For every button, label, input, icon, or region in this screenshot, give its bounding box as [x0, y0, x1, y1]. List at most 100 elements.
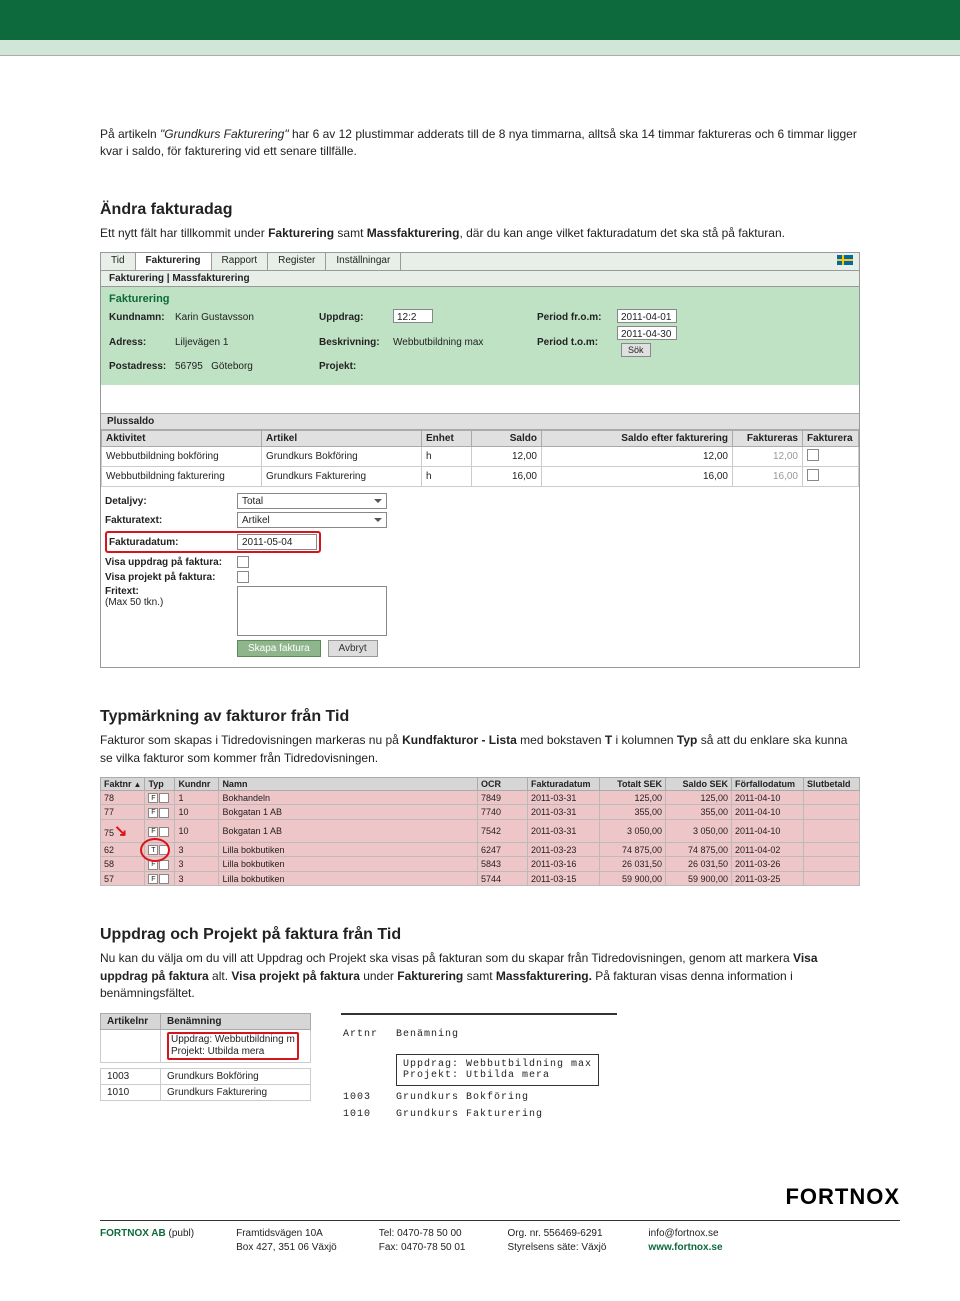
art-left-panel: Artikelnr Benämning Uppdrag: Webbutbildn…: [100, 1013, 311, 1124]
tab-register[interactable]: Register: [268, 253, 326, 270]
col-ocr[interactable]: OCR: [478, 777, 528, 790]
flag-icon[interactable]: [831, 253, 859, 270]
main-tabs: Tid Fakturering Rapport Register Inställ…: [101, 253, 859, 271]
cell: 2011-03-31: [528, 819, 600, 842]
cell: 16,00: [733, 467, 803, 487]
pl-col-artikel: Artikel: [262, 431, 422, 447]
footer-col-company: FORTNOX AB (publ): [100, 1227, 194, 1255]
table-row: Uppdrag: Webbutbildning mProjekt: Utbild…: [101, 1029, 311, 1062]
lab-fakturatext: Fakturatext:: [105, 515, 233, 526]
intro-paragraph: På artikeln "Grundkurs Fakturering" har …: [100, 126, 860, 161]
cell: 7849: [478, 790, 528, 805]
cell: 12,00: [472, 447, 542, 467]
col-slutbetald[interactable]: Slutbetald: [804, 777, 860, 790]
fakturatext-select[interactable]: Artikel: [237, 512, 387, 528]
cell: 355,00: [666, 805, 732, 820]
lab-fakturadatum: Fakturadatum:: [109, 537, 233, 548]
cell: 12,00: [733, 447, 803, 467]
tab-tid[interactable]: Tid: [101, 253, 136, 270]
cell: 3: [175, 871, 219, 886]
lab-visa-uppdrag: Visa uppdrag på faktura:: [105, 557, 233, 568]
lab-detaljvy: Detaljvy:: [105, 496, 233, 507]
val-period-from[interactable]: 2011-04-01: [617, 309, 677, 323]
section2-para: Fakturor som skapas i Tidredovisningen m…: [100, 732, 860, 767]
table-row[interactable]: 62T3Lilla bokbutiken62472011-03-2374 875…: [101, 842, 860, 857]
col-fakturadatum[interactable]: Fakturadatum: [528, 777, 600, 790]
cell: 74 875,00: [666, 842, 732, 857]
cell: Lilla bokbutiken: [219, 857, 478, 872]
artr-col-ben: Benämning: [396, 1025, 615, 1050]
chevron-down-icon: [374, 518, 382, 522]
chevron-down-icon: [374, 499, 382, 503]
tab-rapport[interactable]: Rapport: [212, 253, 269, 270]
col-namn[interactable]: Namn: [219, 777, 478, 790]
cell: 2011-04-10: [732, 790, 804, 805]
table-row[interactable]: 57F3Lilla bokbutiken57442011-03-1559 900…: [101, 871, 860, 886]
avbryt-button[interactable]: Avbryt: [328, 640, 378, 657]
row-checkbox[interactable]: [807, 469, 819, 481]
val-kundnamn: Karin Gustavsson: [175, 310, 313, 326]
cell: Bokgatan 1 AB: [219, 805, 478, 820]
cell: 5843: [478, 857, 528, 872]
table-row[interactable]: 58F3Lilla bokbutiken58432011-03-1626 031…: [101, 857, 860, 872]
val-period-to[interactable]: 2011-04-30: [617, 326, 677, 340]
cell: 7542: [478, 819, 528, 842]
detaljvy-select[interactable]: Total: [237, 493, 387, 509]
col-kundnr[interactable]: Kundnr: [175, 777, 219, 790]
artl-col-ben: Benämning: [161, 1013, 311, 1029]
col-typ[interactable]: Typ: [145, 777, 175, 790]
intro-prefix: På artikeln: [100, 127, 160, 141]
pl-col-efter: Saldo efter fakturering: [542, 431, 733, 447]
tab-fakturering[interactable]: Fakturering: [136, 253, 212, 270]
cell: 26 031,50: [666, 857, 732, 872]
sub-tabs: Fakturering | Massfakturering: [101, 271, 859, 287]
cell-typ: T: [145, 842, 175, 857]
lab-period-from: Period fr.o.m:: [537, 310, 611, 326]
fritext-textarea[interactable]: [237, 586, 387, 636]
col-saldo[interactable]: Saldo SEK: [666, 777, 732, 790]
sok-button[interactable]: Sök: [621, 343, 651, 357]
cell: 59 900,00: [600, 871, 666, 886]
banner-light: [0, 40, 960, 56]
table-row[interactable]: 77F10Bokgatan 1 AB77402011-03-31355,0035…: [101, 805, 860, 820]
cell: 77: [101, 805, 145, 820]
val-uppdrag[interactable]: 12:2: [393, 309, 433, 323]
val-beskrivning: Webbutbildning max: [393, 335, 531, 351]
cell: Webbutbildning fakturering: [102, 467, 262, 487]
pl-col-enhet: Enhet: [422, 431, 472, 447]
table-row[interactable]: 78F1Bokhandeln78492011-03-31125,00125,00…: [101, 790, 860, 805]
section3-para: Nu kan du välja om du vill att Uppdrag o…: [100, 950, 860, 1002]
cell: 2011-03-23: [528, 842, 600, 857]
cell: 12,00: [542, 447, 733, 467]
section1-title: Ändra fakturadag: [100, 201, 860, 219]
pl-col-fakturera: Fakturera: [803, 431, 859, 447]
skapa-faktura-button[interactable]: Skapa faktura: [237, 640, 321, 657]
s1-b1: Fakturering: [268, 226, 334, 240]
fakturadatum-input[interactable]: 2011-05-04: [237, 534, 317, 550]
visa-projekt-checkbox[interactable]: [237, 571, 249, 583]
cell: h: [422, 447, 472, 467]
fortnox-logo: FORTNOX: [785, 1184, 900, 1209]
cell: [804, 819, 860, 842]
table-row[interactable]: 75↘F10Bokgatan 1 AB75422011-03-313 050,0…: [101, 819, 860, 842]
visa-uppdrag-checkbox[interactable]: [237, 556, 249, 568]
col-faktnr[interactable]: Faktnr▲: [101, 777, 145, 790]
s1-b2: Massfakturering: [367, 226, 460, 240]
cell: 2011-04-02: [732, 842, 804, 857]
subtabs-text[interactable]: Fakturering | Massfakturering: [109, 273, 250, 284]
cell: 2011-03-31: [528, 790, 600, 805]
col-forfallo[interactable]: Förfallodatum: [732, 777, 804, 790]
section3-title: Uppdrag och Projekt på faktura från Tid: [100, 926, 860, 944]
cell: [804, 842, 860, 857]
cell: 2011-03-31: [528, 805, 600, 820]
invoice-list-table: Faktnr▲ Typ Kundnr Namn OCR Fakturadatum…: [100, 777, 860, 887]
tab-installningar[interactable]: Inställningar: [326, 253, 401, 270]
cell: 59 900,00: [666, 871, 732, 886]
lab-kundnamn: Kundnamn:: [109, 310, 169, 326]
plussaldo-table: Aktivitet Artikel Enhet Saldo Saldo efte…: [101, 430, 859, 487]
cell: 16,00: [542, 467, 733, 487]
cell: 16,00: [472, 467, 542, 487]
col-totalt[interactable]: Totalt SEK: [600, 777, 666, 790]
cell: 75↘: [101, 819, 145, 842]
row-checkbox[interactable]: [807, 449, 819, 461]
